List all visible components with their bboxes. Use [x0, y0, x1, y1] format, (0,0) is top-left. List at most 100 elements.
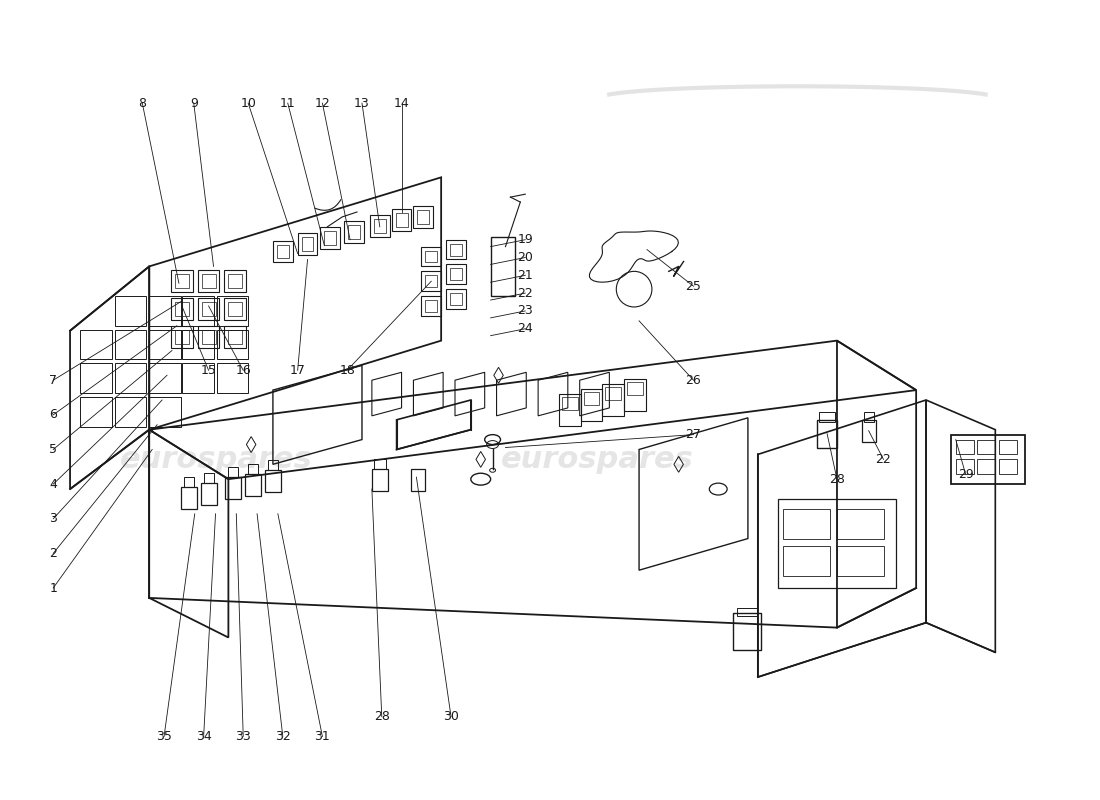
Bar	[324, 230, 337, 245]
Bar	[170, 298, 192, 320]
Bar	[224, 298, 246, 320]
Text: 17: 17	[289, 364, 306, 377]
Bar	[298, 233, 318, 254]
Bar	[733, 613, 761, 650]
Bar	[450, 293, 462, 305]
Bar	[245, 474, 261, 496]
Bar	[201, 330, 216, 343]
Text: 12: 12	[315, 97, 330, 110]
Bar	[950, 434, 1025, 484]
Text: 16: 16	[235, 364, 251, 377]
Bar	[224, 326, 246, 347]
Bar	[114, 397, 146, 426]
Bar	[491, 237, 516, 296]
Text: 32: 32	[275, 730, 290, 743]
Bar	[421, 271, 441, 291]
Text: 7: 7	[50, 374, 57, 386]
Bar	[978, 459, 996, 474]
Text: 33: 33	[235, 730, 251, 743]
Bar	[421, 296, 441, 316]
Bar	[277, 245, 289, 258]
Bar	[150, 330, 180, 359]
Text: eurospares: eurospares	[120, 445, 312, 474]
Bar	[226, 477, 241, 499]
Text: 3: 3	[50, 512, 57, 526]
Text: 25: 25	[685, 280, 702, 293]
Text: 8: 8	[139, 97, 146, 110]
Bar	[224, 270, 246, 292]
Bar	[320, 227, 340, 249]
Bar	[392, 209, 411, 230]
Text: 31: 31	[315, 730, 330, 743]
Bar	[374, 459, 386, 470]
Bar	[605, 387, 621, 400]
Text: 10: 10	[240, 97, 256, 110]
Bar	[198, 298, 220, 320]
Text: 28: 28	[829, 473, 845, 486]
Text: 15: 15	[200, 364, 217, 377]
Bar	[837, 509, 884, 538]
Text: 22: 22	[517, 286, 534, 300]
Bar	[999, 439, 1018, 454]
Bar	[737, 608, 757, 616]
Text: 27: 27	[685, 428, 702, 441]
Text: 21: 21	[517, 269, 534, 282]
Bar	[217, 296, 249, 326]
Text: 19: 19	[517, 233, 534, 246]
Text: 11: 11	[279, 97, 296, 110]
Bar	[348, 225, 360, 238]
Bar	[198, 270, 220, 292]
Bar	[978, 439, 996, 454]
Bar	[182, 296, 213, 326]
Bar	[426, 275, 437, 287]
Bar	[150, 363, 180, 393]
Bar	[268, 460, 278, 470]
Bar	[170, 326, 192, 347]
Text: 9: 9	[190, 97, 198, 110]
Bar	[229, 274, 242, 288]
Bar	[80, 363, 111, 393]
Bar	[447, 240, 466, 259]
Text: 5: 5	[50, 443, 57, 456]
Bar	[273, 241, 293, 262]
Bar	[581, 389, 603, 421]
Bar	[426, 300, 437, 312]
Bar	[370, 215, 389, 237]
Bar	[372, 470, 387, 491]
Bar	[184, 477, 194, 487]
Text: 29: 29	[958, 468, 974, 481]
Bar	[150, 296, 180, 326]
Bar	[447, 289, 466, 309]
Bar	[175, 274, 189, 288]
Text: 18: 18	[339, 364, 355, 377]
Bar	[411, 470, 426, 491]
Bar	[450, 268, 462, 280]
Bar	[861, 420, 876, 442]
Bar	[200, 483, 217, 505]
Text: 14: 14	[394, 97, 409, 110]
Bar	[426, 250, 437, 262]
Bar	[782, 509, 830, 538]
Bar	[820, 412, 835, 422]
Text: 34: 34	[196, 730, 211, 743]
Bar	[80, 397, 111, 426]
Bar	[584, 392, 600, 405]
Text: 1: 1	[50, 582, 57, 594]
Bar	[956, 439, 974, 454]
Bar	[396, 213, 407, 227]
Bar	[624, 379, 646, 411]
Bar	[450, 244, 462, 255]
Text: 35: 35	[156, 730, 172, 743]
Bar	[417, 210, 429, 224]
Bar	[603, 384, 624, 416]
Bar	[229, 302, 242, 316]
Text: 2: 2	[50, 547, 57, 560]
Bar	[175, 302, 189, 316]
Bar	[447, 265, 466, 284]
Bar	[180, 487, 197, 509]
Bar	[170, 270, 192, 292]
Bar	[864, 412, 873, 422]
Text: 24: 24	[517, 322, 534, 335]
Bar	[175, 330, 189, 343]
Bar	[201, 274, 216, 288]
